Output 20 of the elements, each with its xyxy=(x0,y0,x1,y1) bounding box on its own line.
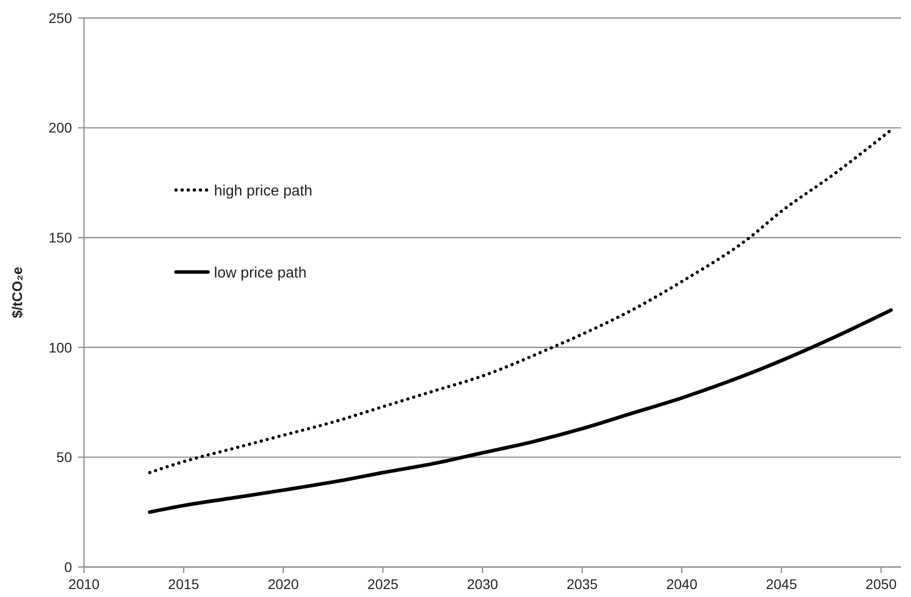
x-tick-label: 2035 xyxy=(566,576,598,592)
legend-label: high price path xyxy=(214,182,312,200)
y-axis-title: $/tCO₂e xyxy=(9,266,25,318)
line-series xyxy=(148,128,893,474)
x-tick-label: 2050 xyxy=(865,576,897,592)
y-tick-label: 150 xyxy=(48,230,72,246)
x-tick-label: 2015 xyxy=(168,576,200,592)
x-tick-label: 2010 xyxy=(68,576,100,592)
y-tick-label: 200 xyxy=(48,120,72,136)
y-tick-label: 50 xyxy=(56,449,72,466)
y-tick-label: 0 xyxy=(64,558,72,575)
legend-label: low price path xyxy=(214,264,307,282)
y-tick-label: 250 xyxy=(48,10,72,26)
x-tick-label: 2025 xyxy=(367,576,399,592)
y-tick-label: 100 xyxy=(48,339,72,356)
x-tick-label: 2030 xyxy=(466,576,498,592)
x-tick-label: 2045 xyxy=(766,576,798,592)
line-series xyxy=(148,308,893,514)
x-tick-label: 2020 xyxy=(268,576,300,592)
x-tick-label: 2040 xyxy=(666,576,698,592)
